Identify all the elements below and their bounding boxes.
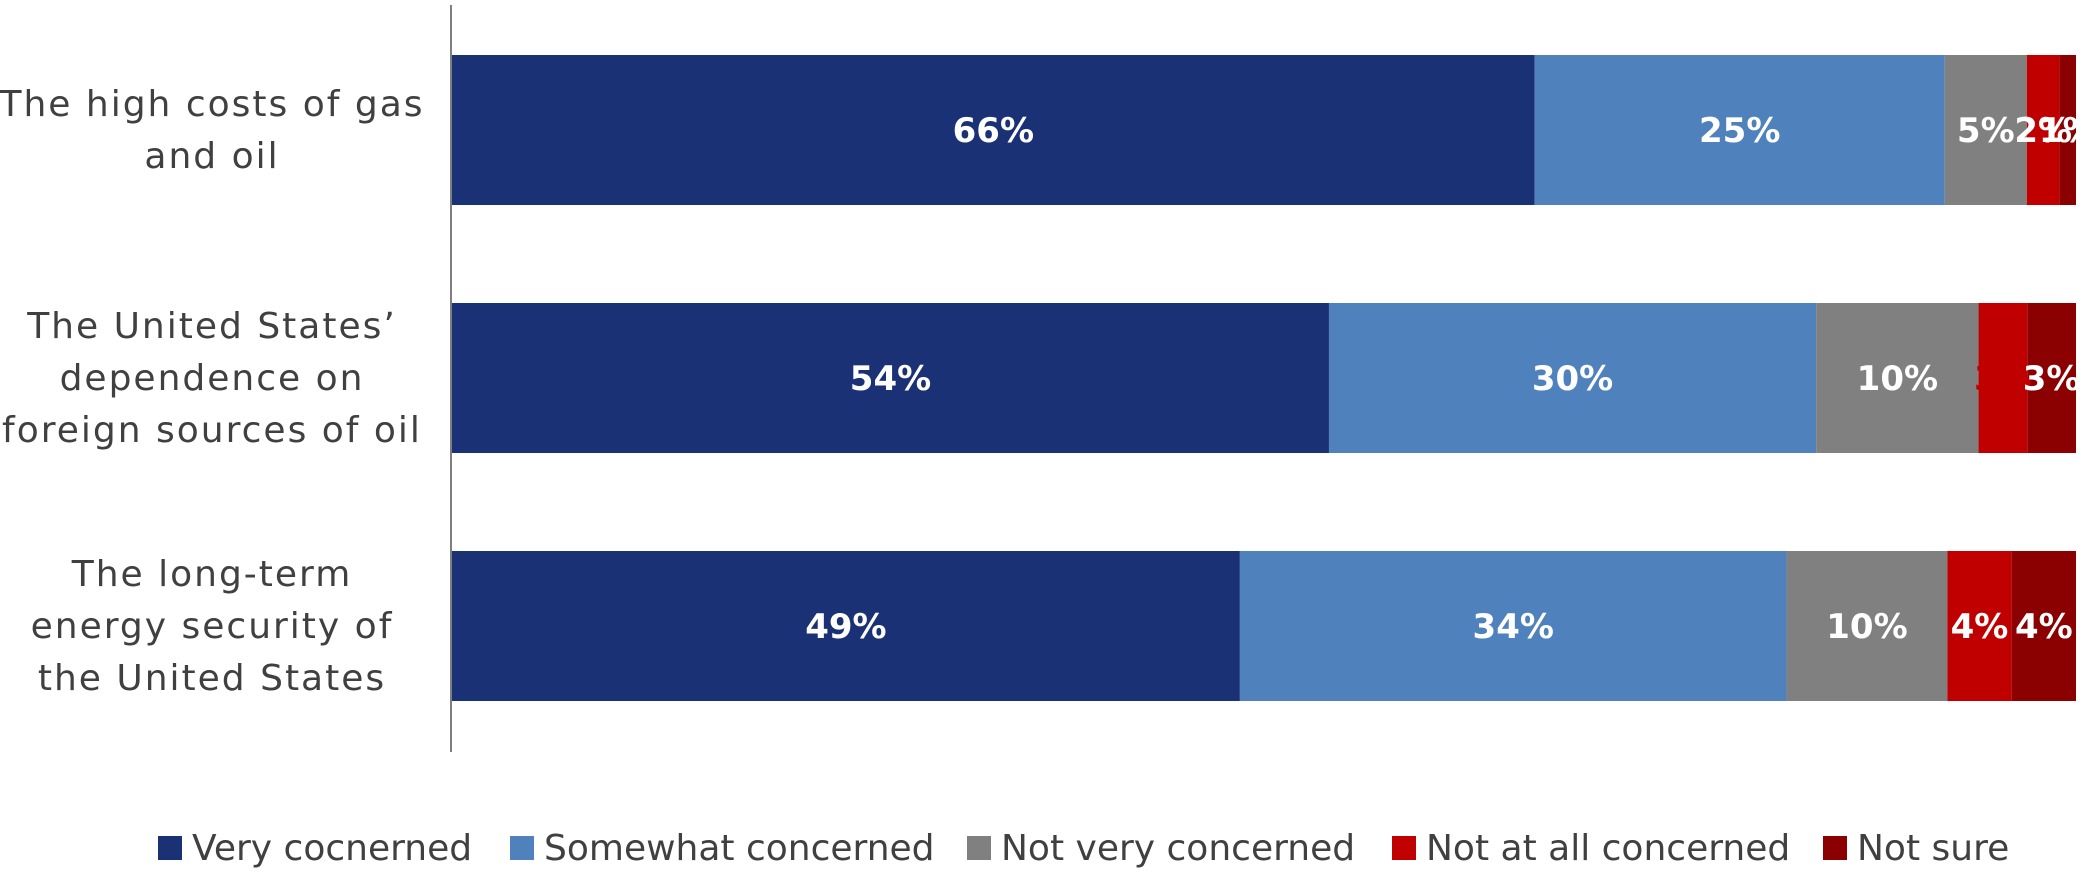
data-label: 1% (2039, 111, 2088, 151)
category-label-line: energy security of (31, 606, 394, 647)
category-label-line: and oil (144, 136, 279, 177)
bar-segment (1816, 303, 1979, 453)
bar-segment (1786, 551, 1948, 701)
bar-segment (1947, 551, 2012, 701)
bar-segment (2011, 551, 2076, 701)
legend-label: Not at all concerned (1426, 828, 1790, 869)
data-label: 4% (1951, 607, 2009, 647)
category-label: The United States’ dependence on foreign s… (2, 306, 422, 451)
legend-swatch (158, 836, 182, 860)
bar-segment (2026, 55, 2060, 205)
data-label: 3% (1974, 359, 2032, 399)
data-label: 66% (953, 111, 1034, 151)
data-label: 4% (2015, 607, 2073, 647)
bar-segment (452, 551, 1240, 701)
legend-swatch (510, 836, 534, 860)
bar-segment (2027, 303, 2076, 453)
data-label: 49% (805, 607, 886, 647)
category-label-line: The United States’ (26, 306, 397, 347)
legend-label: Very cocnerned (192, 828, 472, 869)
category-label-line: foreign sources of oil (2, 410, 422, 451)
data-label: 25% (1699, 111, 1780, 151)
category-labels-layer: The high costs of gas and oil The United S… (0, 84, 425, 699)
data-label: 5% (1957, 111, 2015, 151)
data-label: 54% (850, 359, 931, 399)
bar-segment (1944, 55, 2027, 205)
category-label-line: dependence on (60, 358, 365, 399)
category-label-line: The high costs of gas (0, 84, 425, 125)
data-label: 10% (1826, 607, 1907, 647)
bar-segment (1328, 303, 1817, 453)
legend-label: Not very concerned (1001, 828, 1355, 869)
data-label: 34% (1473, 607, 1554, 647)
legend-swatch (1823, 836, 1847, 860)
category-label: The long-term energy security of the Unite… (31, 554, 394, 699)
legend-swatch (1392, 836, 1416, 860)
bars-layer (452, 55, 2076, 701)
data-labels-layer: 66% 25% 5%2%1% 54% 30% 10% 3%3% 49% 34% 10% 4%4% (805, 111, 2088, 647)
legend-label: Not sure (1857, 828, 2009, 869)
data-label: 2% (2014, 111, 2072, 151)
data-label: 10% (1857, 359, 1938, 399)
bar-segment (1534, 55, 1945, 205)
legend: Very cocnerned Somewhat concerned Not very… (158, 828, 2009, 869)
category-label-line: The long-term (71, 554, 353, 595)
data-label: 3% (2023, 359, 2081, 399)
bar-segment (2059, 55, 2076, 205)
category-label-line: the United States (38, 658, 386, 699)
bar-segment (452, 55, 1535, 205)
legend-swatch (967, 836, 991, 860)
bar-segment (452, 303, 1329, 453)
data-label: 30% (1532, 359, 1613, 399)
bar-segment (1978, 303, 2028, 453)
bar-segment (1239, 551, 1787, 701)
legend-label: Somewhat concerned (544, 828, 935, 869)
category-label: The high costs of gas and oil (0, 84, 425, 177)
